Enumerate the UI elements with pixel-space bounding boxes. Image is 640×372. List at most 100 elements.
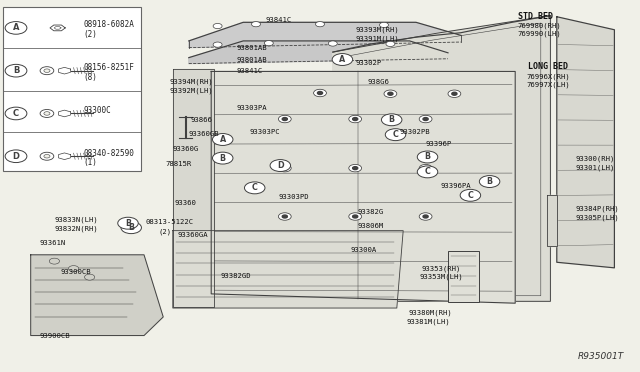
Circle shape [278,115,291,123]
Polygon shape [189,41,448,64]
Polygon shape [58,110,70,117]
Circle shape [270,160,291,171]
Text: D: D [277,161,284,170]
Text: 93305P(LH): 93305P(LH) [576,214,620,221]
Text: 938G6: 938G6 [368,79,390,85]
Circle shape [278,164,291,172]
Circle shape [40,152,54,160]
Polygon shape [211,71,515,303]
Circle shape [353,167,358,170]
Text: 93832N(RH): 93832N(RH) [54,225,98,232]
Circle shape [44,154,50,158]
Circle shape [118,217,138,229]
Text: STD BED: STD BED [518,12,554,21]
Circle shape [419,213,432,220]
Circle shape [314,89,326,97]
Circle shape [452,92,457,95]
Text: 76997X(LH): 76997X(LH) [527,81,570,88]
Text: A: A [339,55,346,64]
Text: 93303PA: 93303PA [237,105,268,111]
Circle shape [5,22,27,34]
Circle shape [40,109,54,118]
Text: D: D [13,152,19,161]
Circle shape [213,42,222,47]
Text: 93302PB: 93302PB [400,129,431,135]
Circle shape [448,90,461,97]
Text: 93360GA: 93360GA [178,232,209,238]
Text: 93841C: 93841C [266,17,292,23]
Circle shape [212,134,233,145]
Text: C: C [467,191,474,200]
Circle shape [282,118,287,121]
Circle shape [40,67,54,75]
Polygon shape [173,69,214,307]
Circle shape [316,22,324,27]
Circle shape [49,258,60,264]
Text: C: C [13,109,19,118]
Circle shape [419,115,432,123]
Circle shape [278,213,291,220]
Circle shape [264,41,273,46]
Text: R935001T: R935001T [578,352,624,361]
Text: A: A [13,23,19,32]
Circle shape [44,69,50,73]
Text: 08156-8251F: 08156-8251F [83,63,134,72]
Text: C: C [252,183,258,192]
Text: C: C [392,130,399,139]
Text: B: B [128,223,134,232]
Text: 08340-82590: 08340-82590 [83,149,134,158]
Text: 93353(RH): 93353(RH) [421,265,461,272]
Polygon shape [333,16,550,301]
Text: 93360GB: 93360GB [189,131,220,137]
Circle shape [213,23,222,29]
Circle shape [84,274,95,280]
Circle shape [244,182,265,194]
Text: B: B [388,115,395,124]
Circle shape [252,22,260,27]
Circle shape [332,54,353,65]
Circle shape [5,107,27,120]
Text: 93396PA: 93396PA [440,183,471,189]
Text: (2): (2) [159,228,172,235]
Text: 93801AB: 93801AB [237,57,268,62]
Text: 93396P: 93396P [426,141,452,147]
Text: 76996X(RH): 76996X(RH) [527,73,570,80]
Circle shape [317,92,323,94]
Text: B: B [220,154,226,163]
Polygon shape [557,17,614,268]
Text: 93300A: 93300A [351,247,377,253]
Circle shape [417,151,438,163]
Text: B: B [424,153,431,161]
Text: LONG BED: LONG BED [528,62,568,71]
Circle shape [423,215,428,218]
Text: 93300CB: 93300CB [61,269,92,275]
Text: 08313-5122C: 08313-5122C [146,219,194,225]
Circle shape [381,114,402,126]
Circle shape [349,115,362,123]
Polygon shape [50,25,65,31]
Text: 93382G: 93382G [357,209,383,215]
Circle shape [282,167,287,170]
Text: B: B [125,219,131,228]
Circle shape [349,213,362,220]
Text: 93380M(RH): 93380M(RH) [408,310,452,317]
Circle shape [328,41,337,46]
Circle shape [386,41,395,46]
Text: C: C [424,167,431,176]
Text: 93841C: 93841C [237,68,263,74]
Circle shape [349,164,362,172]
Circle shape [44,112,50,115]
Circle shape [384,90,397,97]
Text: 93300C: 93300C [83,106,111,115]
Circle shape [380,22,388,28]
Text: 769980(RH): 769980(RH) [517,23,561,29]
Bar [448,251,479,302]
Text: 93392M(LH): 93392M(LH) [170,88,213,94]
Circle shape [460,189,481,201]
Circle shape [353,215,358,218]
Text: 93301(LH): 93301(LH) [576,165,616,171]
Text: 93303PC: 93303PC [250,129,280,135]
Text: 93384P(RH): 93384P(RH) [576,206,620,212]
Text: B: B [13,66,19,75]
Text: 93394M(RH): 93394M(RH) [170,78,213,85]
